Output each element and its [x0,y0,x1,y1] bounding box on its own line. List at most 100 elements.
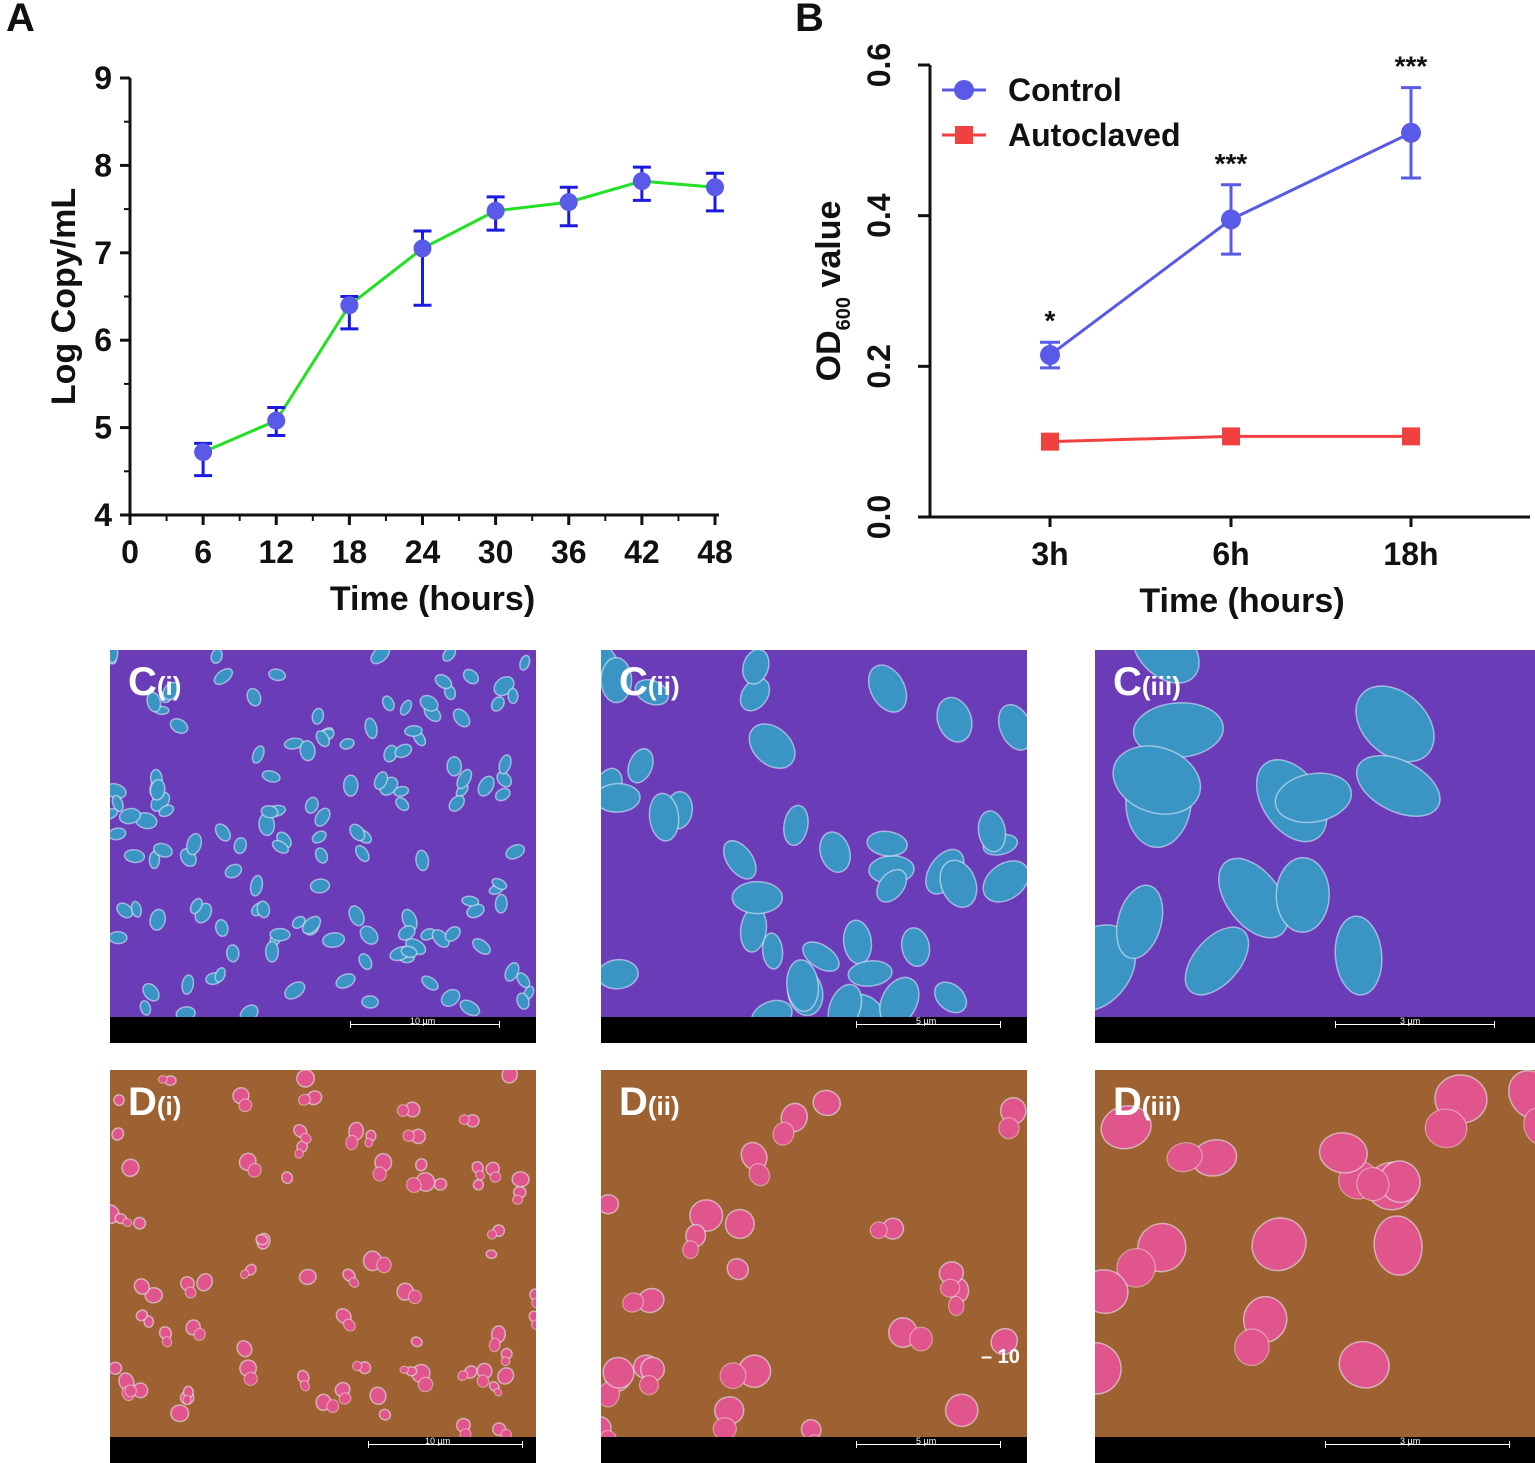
cell [1318,1132,1368,1174]
cell [827,983,863,1017]
x-axis-label: Time (hours) [1139,582,1344,620]
cell [627,748,654,784]
cell [812,1089,842,1117]
cell-body [255,1233,269,1246]
cell [1251,1217,1307,1272]
cell-body [399,699,413,716]
cell [297,1090,323,1106]
cell-body [689,1199,724,1232]
cell [296,1070,316,1088]
cell [421,975,439,991]
cell-body [291,915,306,930]
cell [1100,1105,1152,1150]
y-tick-label: 9 [94,60,112,96]
scale-bar: 5 µm [601,1016,1027,1043]
cell [472,1178,485,1191]
cell-body [157,1075,168,1084]
cell-body [785,959,820,1013]
cell [507,687,519,705]
cell-body [400,945,418,959]
cell [169,717,189,735]
cell [394,743,413,759]
cell [494,893,508,914]
growth-curve-chart: 4 5 6 7 8 9 0 6 12 18 24 30 36 42 48 Time (hours) Log Co… [45,60,733,618]
cell-body [338,1392,352,1405]
cell-body [1095,1269,1129,1315]
cell [982,860,1027,903]
scale-label: 5 µm [916,1016,937,1026]
cell-body [869,1221,888,1240]
cell-body [417,1376,434,1393]
cell [158,804,175,818]
cell-body [434,673,453,690]
cell-body [867,664,908,713]
cell-body [352,1360,363,1372]
cell-body [1355,685,1435,763]
cell-body [879,976,920,1017]
cell-body [348,1277,360,1288]
cell [378,1408,392,1421]
cell-body [271,839,290,854]
cell [268,668,287,682]
cell-body [364,1137,374,1148]
cell [500,1347,513,1367]
cell-body [359,925,379,945]
cell [130,900,143,918]
cell [246,687,262,707]
cell [309,878,331,894]
cell [485,1161,502,1183]
cell [321,931,346,949]
cell [294,1140,309,1159]
cell [296,1369,310,1392]
cell-body [373,771,389,791]
cell-body [162,681,181,701]
cell-body [1234,1328,1270,1367]
cell [867,664,908,713]
cell-body [812,1089,842,1117]
cell [311,830,327,844]
cell [462,668,480,685]
cell-body [1275,856,1330,933]
series-line [202,179,716,454]
cell [490,696,505,712]
cell [505,843,526,860]
cell [440,988,461,1008]
cell-body [446,755,463,777]
panel-a-label: A [6,0,35,40]
cell-body [458,1114,470,1126]
cell [990,1327,1019,1356]
cell [291,915,306,930]
cell-body [348,905,365,927]
scale-label: 3 µm [1400,1436,1421,1446]
cell-body [1523,1106,1535,1147]
cell-body [224,863,243,879]
cell [1355,685,1435,763]
cell-body [511,1171,530,1188]
cell [761,932,784,970]
cell-body [315,730,331,748]
cell [689,1199,724,1232]
cell [135,1309,149,1322]
cell-body [748,1163,771,1187]
cell-body [505,843,526,860]
cell [1095,1269,1129,1315]
cell [887,1316,933,1352]
cell [876,868,908,903]
cell [739,677,771,712]
cell [491,877,508,891]
cell [162,681,181,701]
micrograph-label: D(i) [128,1080,182,1124]
cell [724,1208,755,1240]
cell [339,738,355,750]
cell-body [1100,1105,1152,1150]
cell-body [712,1417,737,1437]
cell-body [354,844,370,863]
cell [113,1094,125,1107]
cell-body [370,650,391,665]
cell-body [1217,857,1290,939]
data-point [340,296,359,315]
cell-body [376,1256,392,1274]
cell-body [442,650,457,662]
cell [529,1288,536,1309]
cell-body [393,785,410,798]
